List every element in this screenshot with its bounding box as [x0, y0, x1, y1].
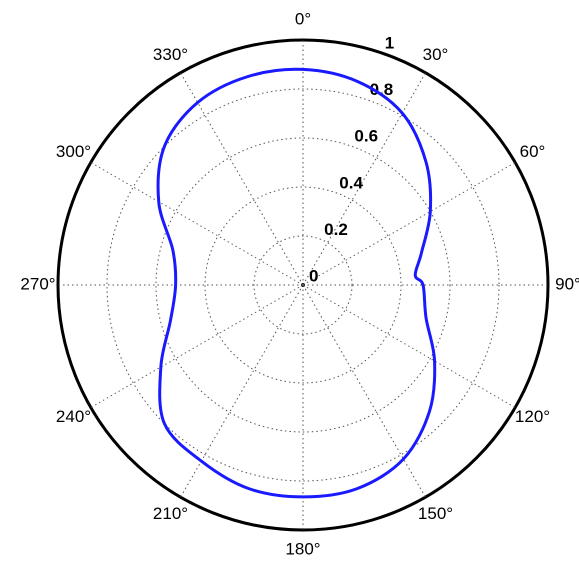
angle-tick-label: 150°: [418, 504, 453, 523]
angle-tick-label: 0°: [295, 9, 311, 28]
angle-tick-label: 330°: [153, 45, 188, 64]
angle-tick-label: 60°: [520, 142, 546, 161]
radial-tick-label: 0: [309, 266, 318, 285]
spoke-grid-line: [90, 162, 304, 286]
outer-circle: [56, 38, 550, 532]
radial-tick-label: 1: [385, 33, 394, 52]
radial-tick-label: 0.2: [324, 220, 348, 239]
spoke-grid-line: [302, 284, 516, 408]
pattern-curve: [156, 67, 437, 499]
spoke-grid-line: [302, 72, 426, 286]
radial-tick-label: 0.8: [370, 80, 394, 99]
radial-tick-label: 0.6: [354, 127, 378, 146]
angle-tick-label: 210°: [153, 504, 188, 523]
spoke-grid-line: [90, 284, 304, 408]
angle-tick-label: 240°: [56, 407, 91, 426]
radial-grid-circle: [155, 137, 451, 433]
spoke-grid-line: [180, 72, 304, 286]
angle-tick-label: 90°: [555, 274, 579, 293]
angle-tick-label: 270°: [20, 274, 55, 293]
radial-grid-circle: [106, 88, 500, 482]
spoke-grid-line: [302, 284, 426, 498]
spoke-grid-line: [180, 284, 304, 498]
spoke-grid-line: [302, 162, 516, 286]
angle-tick-label: 30°: [423, 45, 449, 64]
radial-tick-label: 0.4: [339, 173, 363, 192]
angle-tick-label: 300°: [56, 142, 91, 161]
angle-tick-label: 120°: [515, 407, 550, 426]
radial-grid-circle: [253, 235, 353, 335]
angle-tick-label: 180°: [285, 539, 320, 558]
radial-grid-circle: [204, 186, 402, 384]
